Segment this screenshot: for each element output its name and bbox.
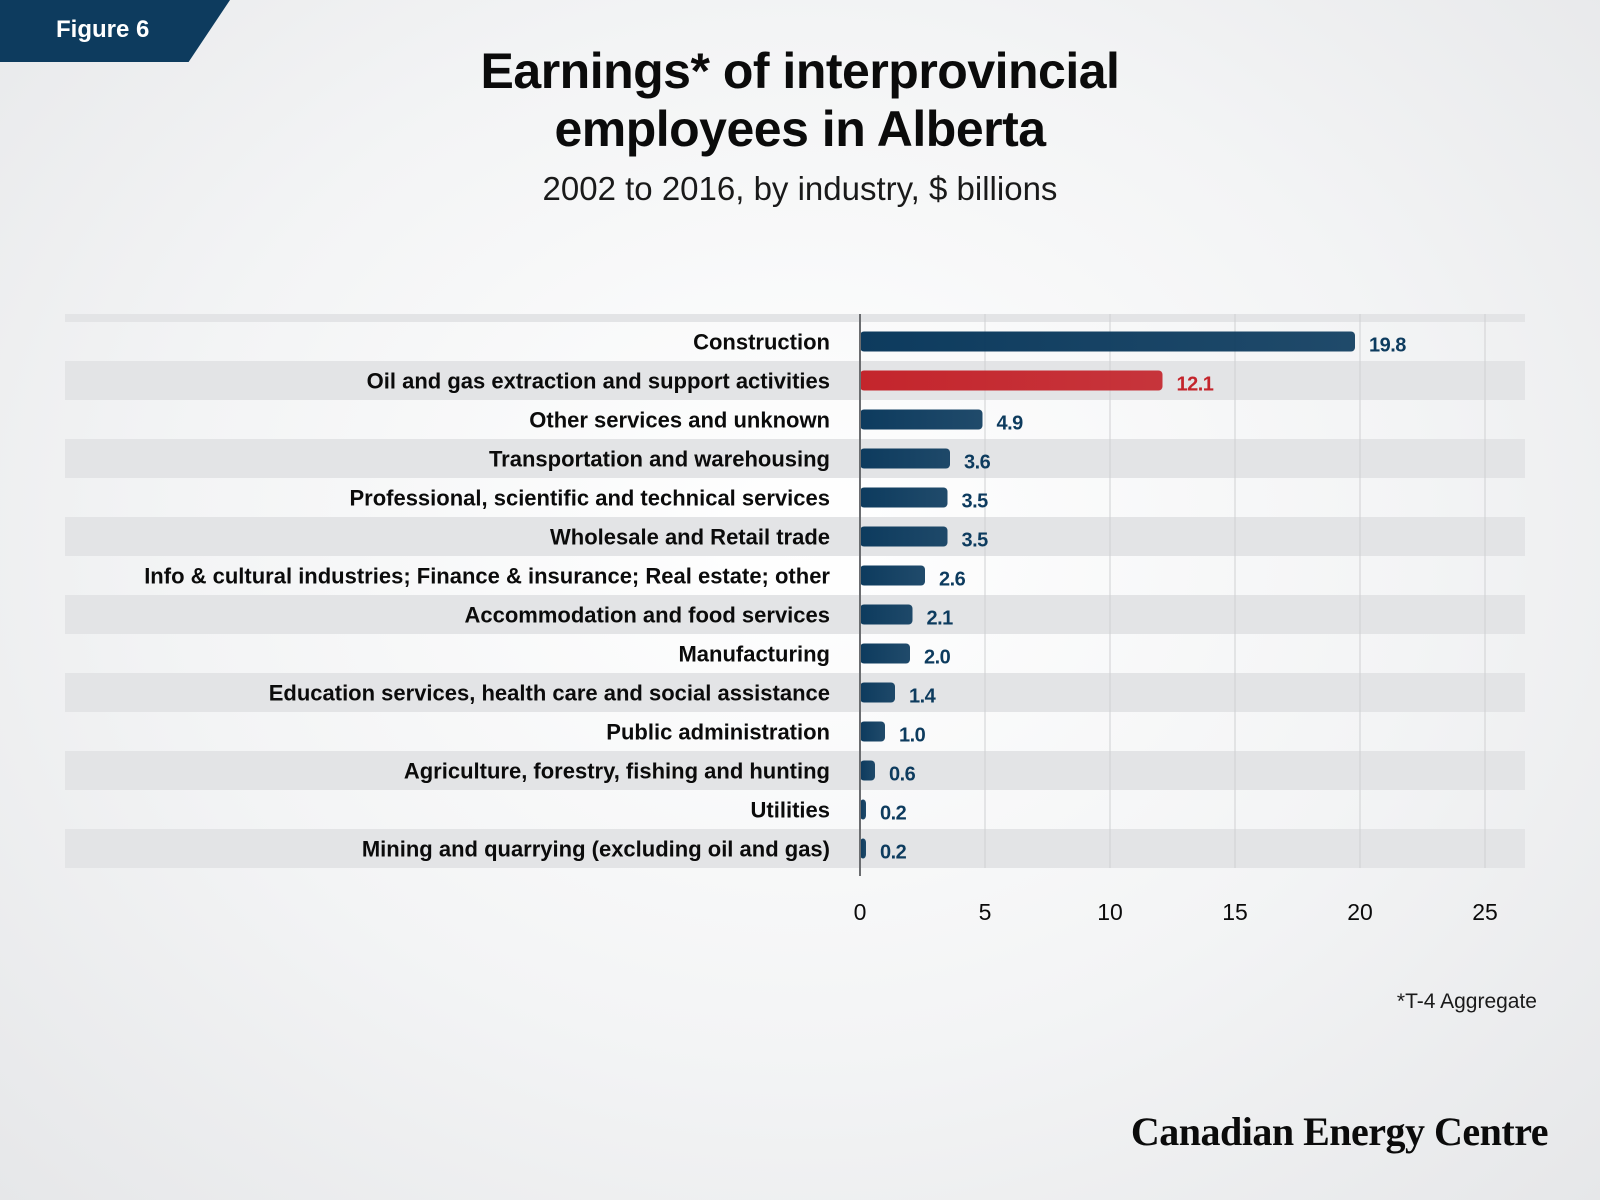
row-stripe — [65, 595, 1525, 634]
row-stripe — [65, 361, 1525, 400]
category-label: Transportation and warehousing — [489, 447, 830, 472]
x-tick-label: 5 — [979, 899, 992, 925]
x-tick-label: 25 — [1472, 899, 1498, 925]
bar — [860, 526, 948, 547]
bar — [860, 487, 948, 508]
figure-label: Figure 6 — [56, 16, 150, 43]
chart-title-line-2: employees in Alberta — [554, 101, 1046, 157]
bar — [860, 448, 950, 469]
chart-title-line-1: Earnings* of interprovincial — [480, 43, 1120, 99]
category-label: Education services, health care and soci… — [269, 681, 830, 706]
bar — [860, 838, 866, 859]
category-label: Public administration — [606, 720, 830, 745]
value-label: 0.2 — [880, 842, 907, 864]
category-label: Professional, scientific and technical s… — [349, 486, 830, 511]
value-label: 2.6 — [939, 569, 966, 591]
category-label: Wholesale and Retail trade — [550, 525, 830, 550]
bar — [860, 331, 1355, 352]
x-tick-label: 0 — [854, 899, 867, 925]
bar — [860, 721, 885, 742]
figure-tag: Figure 6 — [0, 0, 230, 62]
chart-title: Earnings* of interprovincial employees i… — [0, 42, 1600, 158]
category-label: Mining and quarrying (excluding oil and … — [362, 837, 830, 862]
bar — [860, 643, 910, 664]
bar — [860, 409, 983, 430]
category-label: Manufacturing — [678, 642, 830, 667]
bar — [860, 682, 895, 703]
category-label: Oil and gas extraction and support activ… — [367, 369, 830, 394]
row-stripe — [65, 517, 1525, 556]
value-label: 3.5 — [962, 530, 989, 552]
row-stripe — [65, 829, 1525, 868]
value-label: 0.2 — [880, 803, 907, 825]
value-label: 1.0 — [899, 725, 926, 747]
value-label: 3.5 — [962, 491, 989, 513]
category-label: Agriculture, forestry, fishing and hunti… — [404, 759, 830, 784]
x-tick-label: 20 — [1347, 899, 1373, 925]
category-label: Info & cultural industries; Finance & in… — [144, 564, 830, 589]
bar — [860, 760, 875, 781]
x-tick-label: 15 — [1222, 899, 1248, 925]
value-label: 4.9 — [997, 413, 1024, 435]
x-tick-label: 10 — [1097, 899, 1123, 925]
bar — [860, 604, 913, 625]
value-label: 3.6 — [964, 452, 991, 474]
bar — [860, 565, 925, 586]
bar — [860, 370, 1163, 391]
plot-top-border — [65, 314, 1525, 322]
footnote: *T-4 Aggregate — [1396, 990, 1537, 1013]
bar — [860, 799, 866, 820]
row-stripe — [65, 439, 1525, 478]
category-label: Construction — [693, 330, 830, 355]
value-label: 19.8 — [1369, 335, 1406, 357]
row-stripe — [65, 673, 1525, 712]
value-label: 0.6 — [889, 764, 916, 786]
value-label: 12.1 — [1177, 374, 1214, 396]
chart-subtitle: 2002 to 2016, by industry, $ billions — [542, 170, 1058, 207]
value-label: 2.0 — [924, 647, 951, 669]
category-label: Utilities — [751, 798, 830, 823]
category-label: Other services and unknown — [529, 408, 830, 433]
value-label: 1.4 — [909, 686, 937, 708]
brand-logo: Canadian Energy Centre — [1130, 1109, 1549, 1154]
category-label: Accommodation and food services — [464, 603, 830, 628]
row-stripe — [65, 751, 1525, 790]
value-label: 2.1 — [927, 608, 954, 630]
